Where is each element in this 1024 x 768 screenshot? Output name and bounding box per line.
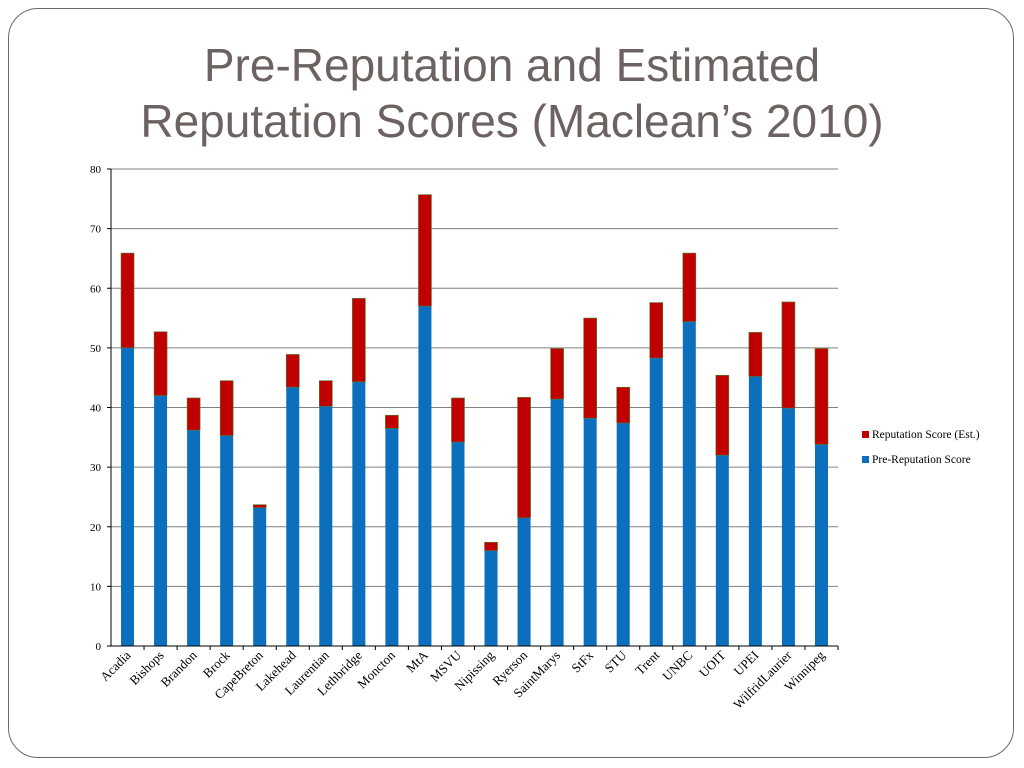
bar-reputation-est-winnipeg: [814, 348, 829, 445]
bar-reputation-est-laurentian: [318, 380, 333, 407]
bar-reputation-est-stu: [616, 386, 631, 424]
bar-reputation-est-stfx: [583, 317, 597, 419]
bar-reputation-est-mta: [418, 194, 432, 307]
bar-pre-reputation-bishops: [154, 395, 168, 646]
y-tick-label: 0: [96, 641, 102, 653]
slide-title: Pre-Reputation and Estimated Reputation …: [140, 39, 884, 147]
bar-reputation-est-brandon: [186, 397, 201, 431]
x-tick-label-unbc: UNBC: [659, 648, 695, 684]
bar-pre-reputation-lethbridge: [352, 381, 366, 646]
bar-pre-reputation-winnipeg: [814, 444, 828, 646]
bars: [120, 194, 829, 646]
x-tick-label-moncton: Moncton: [354, 647, 398, 691]
bar-pre-reputation-stfx: [583, 418, 597, 646]
bar-pre-reputation-acadia: [121, 347, 135, 646]
bar-pre-reputation-stu: [616, 423, 630, 646]
bar-pre-reputation-brock: [220, 435, 234, 646]
legend-label-reputation-est: Reputation Score (Est.): [872, 429, 980, 441]
y-tick-label: 70: [90, 224, 102, 236]
bar-reputation-est-ryerson: [517, 397, 531, 519]
y-tick-label: 50: [90, 343, 102, 355]
y-tick-label: 10: [90, 581, 102, 593]
y-tick-label: 60: [90, 283, 102, 295]
y-tick-label: 40: [90, 403, 102, 415]
bar-pre-reputation-trent: [649, 358, 663, 646]
axes: [107, 168, 839, 650]
bar-reputation-est-uoit: [715, 375, 730, 456]
legend-label-pre-reputation: Pre-Reputation Score: [872, 454, 971, 466]
bar-reputation-est-msvu: [451, 397, 465, 443]
bar-pre-reputation-wilfridlaurier: [781, 408, 795, 646]
bar-reputation-est-lethbridge: [352, 298, 366, 383]
bar-pre-reputation-unbc: [682, 321, 696, 646]
bar-reputation-est-bishops: [153, 331, 168, 396]
bar-pre-reputation-laurentian: [319, 406, 333, 646]
legend: Reputation Score (Est.) Pre-Reputation Sc…: [862, 429, 980, 466]
x-tick-label-stfx: StFx: [568, 647, 596, 675]
bar-reputation-est-capebreton: [252, 504, 267, 508]
bar-reputation-est-moncton: [385, 414, 399, 429]
x-tick-label-stu: STU: [601, 647, 629, 675]
bar-pre-reputation-msvu: [451, 442, 465, 646]
bar-reputation-est-wilfridlaurier: [781, 301, 796, 409]
x-tick-label-mta: MtA: [403, 647, 431, 675]
legend-swatch-pre-reputation: [862, 456, 869, 463]
bar-pre-reputation-upei: [748, 376, 762, 646]
x-tick-label-uoit: UOIT: [696, 647, 729, 680]
bar-pre-reputation-lakehead: [286, 387, 300, 646]
y-tick-labels: 0 10 20 30 40 50 60 70 80: [90, 164, 102, 653]
slide-frame: Pre-Reputation and Estimated Reputation …: [8, 8, 1014, 758]
bar-reputation-est-unbc: [682, 252, 697, 322]
bar-reputation-est-upei: [748, 332, 763, 377]
bar-reputation-est-nipissing: [484, 541, 498, 551]
x-tick-label-brandon: Brandon: [157, 647, 200, 690]
y-tick-label: 30: [90, 462, 102, 474]
bar-reputation-est-saintmarys: [550, 348, 564, 400]
bar-reputation-est-lakehead: [285, 354, 300, 388]
bar-pre-reputation-nipissing: [484, 550, 498, 646]
bar-pre-reputation-moncton: [385, 428, 399, 646]
bar-pre-reputation-capebreton: [253, 507, 267, 646]
bar-reputation-est-brock: [219, 380, 234, 436]
bar-pre-reputation-brandon: [187, 430, 201, 646]
bar-reputation-est-trent: [649, 302, 664, 359]
bar-reputation-est-acadia: [120, 252, 135, 349]
y-tick-label: 20: [90, 522, 102, 534]
bar-pre-reputation-saintmarys: [550, 399, 564, 646]
legend-swatch-reputation-est: [862, 431, 869, 438]
y-tick-label: 80: [90, 164, 102, 176]
bar-pre-reputation-ryerson: [517, 517, 531, 646]
bar-pre-reputation-mta: [418, 306, 432, 646]
bar-pre-reputation-uoit: [715, 455, 729, 646]
